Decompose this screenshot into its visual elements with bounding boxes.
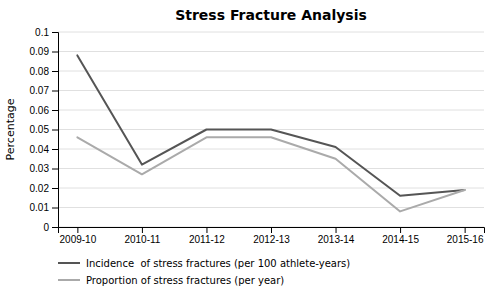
y-tick-label: 0.04 <box>30 144 50 155</box>
y-tick-mark <box>52 52 58 53</box>
grid-line <box>58 188 484 189</box>
y-tick-label: 0.01 <box>30 202 50 213</box>
x-tick-label: 2009-10 <box>60 234 97 245</box>
x-tick: 2013-14 <box>318 227 355 245</box>
x-tick: 2011-12 <box>189 227 225 245</box>
y-tick: 0.09 <box>30 46 58 57</box>
x-tick: 2009-10 <box>60 227 97 245</box>
y-tick: 0 <box>43 222 58 233</box>
grid-line <box>58 149 484 150</box>
y-tick: 0.08 <box>30 66 58 77</box>
x-tick-label: 2010-11 <box>124 234 160 245</box>
y-axis-title: Percentage <box>4 98 17 160</box>
grid-line <box>58 168 484 169</box>
grid-line <box>58 51 484 52</box>
x-tick: 2015-16 <box>447 227 484 245</box>
y-tick-mark <box>52 91 58 92</box>
x-axis-line <box>59 228 485 234</box>
y-tick-mark <box>52 227 58 228</box>
y-tick: 0.07 <box>30 85 58 96</box>
y-tick-label: 0.03 <box>30 163 50 174</box>
y-tick-label: 0.05 <box>30 124 50 135</box>
grid <box>58 32 484 227</box>
y-tick-label: 0.1 <box>35 27 49 38</box>
y-tick-label: 0.08 <box>30 66 50 77</box>
series-line <box>77 55 464 195</box>
y-tick-mark <box>52 208 58 209</box>
y-tick-label: 0 <box>43 222 49 233</box>
legend-item: Proportion of stress fractures (per year… <box>58 275 284 286</box>
y-tick-label: 0.09 <box>30 46 50 57</box>
y-tick: 0.04 <box>30 144 58 155</box>
x-tick-mark <box>142 227 143 233</box>
y-tick-label: 0.07 <box>30 85 50 96</box>
y-tick: 0.01 <box>30 202 58 213</box>
chart: 0 0.01 0.02 0.03 0.04 0.05 0.06 0.07 0.08 0.09 0.1… <box>0 0 500 299</box>
x-tick-mark <box>465 227 466 233</box>
plot: 0 0.01 0.02 0.03 0.04 0.05 0.06 0.07 0.08 0.09 0.1… <box>30 27 485 245</box>
legend-item: Incidence of stress fractures (per 100 a… <box>58 258 350 269</box>
y-axis: 0 0.01 0.02 0.03 0.04 0.05 0.06 0.07 0.08 0.09 0.1 <box>30 27 59 233</box>
x-tick-mark <box>400 227 401 233</box>
x-tick-label: 2011-12 <box>189 234 225 245</box>
x-tick-label: 2015-16 <box>447 234 484 245</box>
y-tick-mark <box>52 188 58 189</box>
legend-label: Incidence of stress fractures (per 100 a… <box>86 258 350 269</box>
x-tick-mark <box>206 227 207 233</box>
x-tick-label: 2012-13 <box>253 234 290 245</box>
y-axis-line <box>52 33 59 228</box>
y-tick: 0.02 <box>30 183 58 194</box>
x-tick: 2010-11 <box>124 227 160 245</box>
grid-line <box>58 207 484 208</box>
lines <box>77 55 464 211</box>
y-tick: 0.03 <box>30 163 58 174</box>
x-tick-label: 2013-14 <box>318 234 355 245</box>
y-tick-mark <box>52 149 58 150</box>
x-tick: 2014-15 <box>382 227 419 245</box>
y-tick-label: 0.02 <box>30 183 50 194</box>
x-tick-mark <box>271 227 272 233</box>
legend-label: Proportion of stress fractures (per year… <box>86 275 284 286</box>
y-tick-mark <box>52 130 58 131</box>
y-tick: 0.1 <box>35 27 58 38</box>
grid-line <box>58 71 484 72</box>
y-tick-mark <box>52 71 58 72</box>
y-tick-mark <box>52 110 58 111</box>
y-tick: 0.05 <box>30 124 58 135</box>
legend-swatch <box>58 279 80 281</box>
legend: Incidence of stress fractures (per 100 a… <box>58 258 350 286</box>
title: Stress Fracture Analysis <box>175 7 367 23</box>
grid-line <box>58 90 484 91</box>
x-tick-mark <box>336 227 337 233</box>
y-tick-mark <box>52 169 58 170</box>
y-tick-mark <box>52 32 58 33</box>
grid-line <box>58 32 484 33</box>
x-tick: 2012-13 <box>253 227 290 245</box>
y-tick-label: 0.06 <box>30 105 50 116</box>
y-tick: 0.06 <box>30 105 58 116</box>
series-line <box>77 137 464 211</box>
grid-line <box>58 110 484 111</box>
x-tick-label: 2014-15 <box>382 234 419 245</box>
legend-swatch <box>58 262 80 264</box>
x-axis: 2009-10 2010-11 2011-12 2012-13 2013-14 2014-… <box>59 227 485 245</box>
x-tick-mark <box>77 227 78 233</box>
